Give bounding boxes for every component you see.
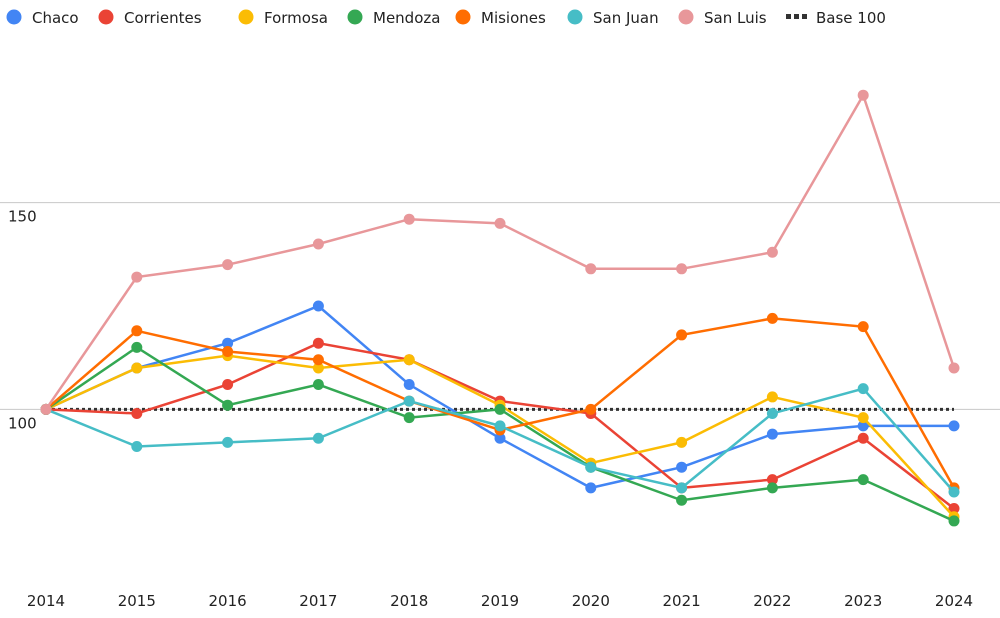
data-point[interactable] — [494, 217, 506, 229]
x-tick-label: 2023 — [844, 592, 882, 610]
data-point[interactable] — [312, 379, 324, 391]
data-point[interactable] — [585, 461, 597, 473]
legend-marker — [802, 14, 807, 19]
x-tick-label: 2019 — [481, 592, 519, 610]
legend-label: Chaco — [32, 9, 79, 27]
legend-item[interactable]: Misiones — [455, 9, 547, 27]
legend-label: Misiones — [481, 9, 546, 27]
data-point[interactable] — [857, 420, 869, 432]
data-point[interactable] — [403, 354, 415, 366]
data-point[interactable] — [585, 482, 597, 494]
data-point[interactable] — [948, 420, 960, 432]
data-point[interactable] — [585, 263, 597, 275]
data-point[interactable] — [857, 383, 869, 395]
data-point[interactable] — [222, 379, 234, 391]
legend-label: Formosa — [264, 9, 328, 27]
data-point[interactable] — [312, 362, 324, 374]
legend-marker — [6, 9, 22, 25]
data-point[interactable] — [676, 329, 688, 341]
data-point[interactable] — [312, 300, 324, 312]
x-tick-label: 2016 — [209, 592, 247, 610]
data-point[interactable] — [676, 436, 688, 448]
data-point[interactable] — [403, 395, 415, 407]
legend-marker — [98, 9, 114, 25]
data-point[interactable] — [131, 407, 143, 419]
legend-item[interactable]: Corrientes — [98, 9, 202, 27]
data-point[interactable] — [494, 432, 506, 444]
legend-marker — [347, 9, 363, 25]
data-point[interactable] — [766, 312, 778, 324]
legend-item[interactable]: San Juan — [567, 9, 659, 27]
legend-marker — [567, 9, 583, 25]
data-point[interactable] — [857, 474, 869, 486]
x-tick-label: 2017 — [299, 592, 337, 610]
legend-label: San Luis — [704, 9, 767, 27]
legend-item[interactable]: San Luis — [678, 9, 767, 27]
data-point[interactable] — [676, 482, 688, 494]
legend-marker — [794, 14, 799, 19]
data-point[interactable] — [948, 486, 960, 498]
data-point[interactable] — [857, 89, 869, 101]
x-tick-label: 2021 — [663, 592, 701, 610]
data-point[interactable] — [766, 246, 778, 258]
x-tick-label: 2018 — [390, 592, 428, 610]
data-point[interactable] — [948, 362, 960, 374]
data-point[interactable] — [676, 494, 688, 506]
legend-item[interactable]: Chaco — [6, 9, 79, 27]
legend-marker — [786, 14, 791, 19]
data-point[interactable] — [857, 432, 869, 444]
data-point[interactable] — [312, 432, 324, 444]
series-san-luis — [40, 89, 960, 415]
data-point[interactable] — [403, 379, 415, 391]
data-point[interactable] — [676, 263, 688, 275]
data-point[interactable] — [222, 345, 234, 357]
legend-label: San Juan — [593, 9, 659, 27]
data-point[interactable] — [222, 337, 234, 349]
x-tick-label: 2020 — [572, 592, 610, 610]
x-tick-label: 2024 — [935, 592, 973, 610]
data-point[interactable] — [131, 325, 143, 337]
data-point[interactable] — [857, 321, 869, 333]
data-point[interactable] — [222, 259, 234, 271]
data-point[interactable] — [585, 403, 597, 415]
data-point[interactable] — [766, 407, 778, 419]
data-point[interactable] — [312, 354, 324, 366]
x-tick-label: 2014 — [27, 592, 65, 610]
data-point[interactable] — [312, 238, 324, 250]
y-tick-label: 100 — [8, 414, 37, 432]
x-tick-label: 2015 — [118, 592, 156, 610]
data-point[interactable] — [403, 213, 415, 225]
legend-item[interactable]: Formosa — [238, 9, 328, 27]
data-point[interactable] — [766, 482, 778, 494]
data-point[interactable] — [222, 436, 234, 448]
data-point[interactable] — [948, 503, 960, 515]
data-point[interactable] — [40, 403, 52, 415]
data-point[interactable] — [403, 412, 415, 424]
legend-marker — [455, 9, 471, 25]
legend-marker — [238, 9, 254, 25]
data-point[interactable] — [131, 271, 143, 283]
legend-label: Mendoza — [373, 9, 440, 27]
data-point[interactable] — [131, 362, 143, 374]
legend-label: Corrientes — [124, 9, 202, 27]
data-point[interactable] — [312, 337, 324, 349]
y-tick-label: 150 — [8, 208, 37, 226]
data-point[interactable] — [948, 515, 960, 527]
data-point[interactable] — [766, 474, 778, 486]
data-point[interactable] — [222, 399, 234, 411]
legend-marker — [678, 9, 694, 25]
data-point[interactable] — [857, 412, 869, 424]
data-point[interactable] — [766, 391, 778, 403]
data-point[interactable] — [131, 341, 143, 353]
data-point[interactable] — [494, 420, 506, 432]
x-tick-label: 2022 — [753, 592, 791, 610]
legend-item[interactable]: Mendoza — [347, 9, 441, 27]
legend-label: Base 100 — [816, 9, 886, 27]
data-point[interactable] — [676, 461, 688, 473]
data-point[interactable] — [766, 428, 778, 440]
data-point[interactable] — [131, 441, 143, 453]
data-point[interactable] — [494, 403, 506, 415]
legend-item[interactable]: Base 100 — [786, 9, 886, 27]
